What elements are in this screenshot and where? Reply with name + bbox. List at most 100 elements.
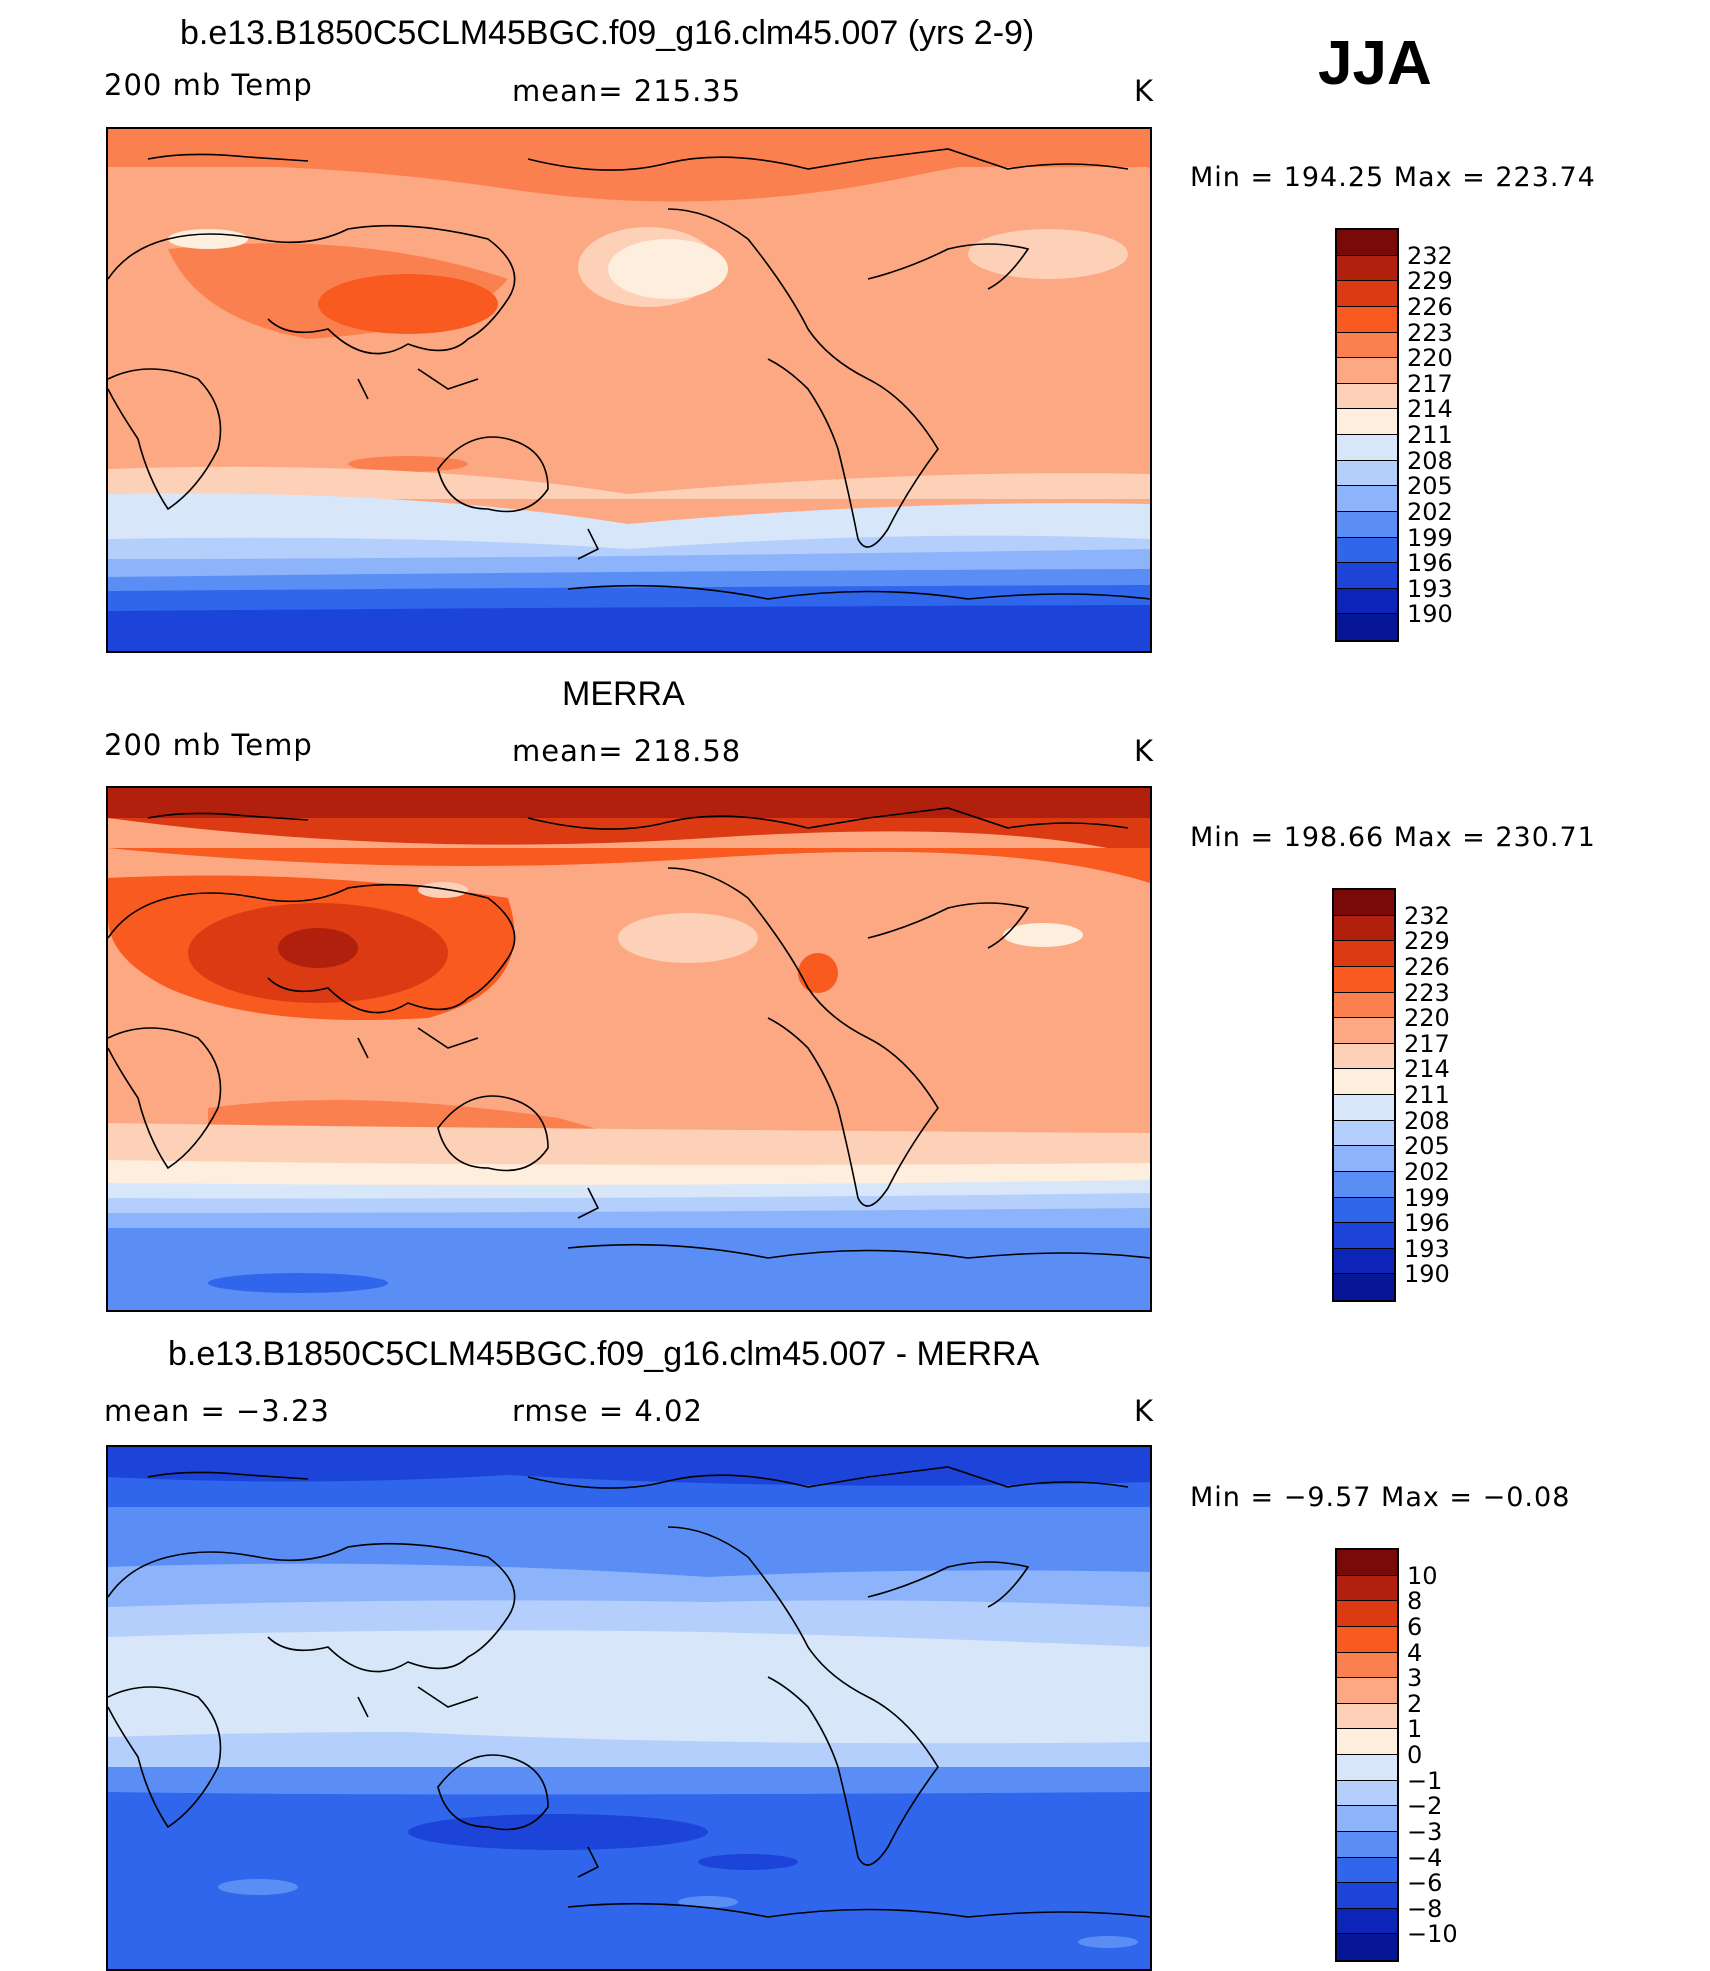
colorbar-cell — [1337, 1908, 1397, 1935]
colorbar-tick-label: 190 — [1404, 1260, 1450, 1289]
colorbar-cell — [1337, 1652, 1397, 1679]
colorbar-cell — [1334, 941, 1394, 967]
colorbar-cell — [1334, 1248, 1394, 1275]
colorbar-cell — [1334, 1146, 1394, 1172]
panel2-variable-label: 200 mb Temp — [104, 728, 313, 762]
colorbar-cell — [1337, 588, 1397, 615]
panel1-map — [106, 127, 1152, 653]
colorbar-tick-label: −2 — [1407, 1792, 1443, 1821]
season-label: JJA — [1318, 29, 1432, 98]
colorbar-tick-label: 223 — [1407, 318, 1453, 347]
panel1-unit-label: K — [1134, 74, 1155, 108]
colorbar-tick-label: 226 — [1404, 952, 1450, 981]
colorbar-tick-label: 202 — [1404, 1157, 1450, 1186]
colorbar-cell — [1337, 409, 1397, 435]
panel2-title: MERRA — [562, 675, 685, 713]
colorbar-tick-label: 226 — [1407, 292, 1453, 321]
panel3-title: b.e13.B1850C5CLM45BGC.f09_g16.clm45.007 … — [168, 1335, 1040, 1373]
colorbar-cell — [1337, 1601, 1397, 1627]
colorbar-cell — [1334, 1043, 1394, 1070]
colorbar-cell — [1337, 1831, 1397, 1858]
panel1-colorbar — [1335, 228, 1399, 642]
colorbar-cell — [1334, 1274, 1394, 1300]
colorbar-cell — [1337, 511, 1397, 538]
colorbar-cell — [1337, 614, 1397, 640]
colorbar-cell — [1337, 1806, 1397, 1832]
colorbar-tick-label: 220 — [1407, 344, 1453, 373]
colorbar-cell — [1334, 1223, 1394, 1249]
colorbar-tick-label: 6 — [1407, 1612, 1423, 1641]
colorbar-cell — [1337, 1883, 1397, 1909]
colorbar-tick-label: 193 — [1407, 574, 1453, 603]
colorbar-tick-label: 8 — [1407, 1587, 1423, 1616]
colorbar-tick-label: 214 — [1404, 1055, 1450, 1084]
colorbar-tick-label: 211 — [1407, 421, 1453, 449]
colorbar-tick-label: 2 — [1407, 1689, 1423, 1718]
colorbar-cell — [1337, 1857, 1397, 1884]
panel3-mean-label: mean = −3.23 — [104, 1394, 330, 1428]
colorbar-cell — [1337, 1755, 1397, 1781]
colorbar-cell — [1334, 890, 1394, 916]
colorbar-tick-label: 232 — [1404, 901, 1450, 930]
colorbar-tick-label: 208 — [1407, 446, 1453, 475]
colorbar-cell — [1334, 1171, 1394, 1198]
colorbar-tick-label: 217 — [1407, 369, 1453, 398]
colorbar-tick-label: 229 — [1407, 267, 1453, 296]
colorbar-tick-label: 229 — [1404, 927, 1450, 956]
panel3-rmse-label: rmse = 4.02 — [512, 1394, 703, 1428]
colorbar-tick-label: 205 — [1404, 1132, 1450, 1161]
colorbar-cell — [1337, 1678, 1397, 1704]
colorbar-tick-label: −6 — [1407, 1869, 1443, 1898]
colorbar-cell — [1337, 281, 1397, 307]
colorbar-tick-label: 220 — [1404, 1004, 1450, 1033]
colorbar-cell — [1337, 486, 1397, 512]
colorbar-cell — [1334, 1197, 1394, 1224]
colorbar-cell — [1334, 966, 1394, 993]
colorbar-cell — [1337, 460, 1397, 487]
panel3-colorbar — [1335, 1548, 1399, 1962]
colorbar-tick-label: 199 — [1407, 523, 1453, 552]
colorbar-tick-label: 217 — [1404, 1029, 1450, 1058]
colorbar-cell — [1334, 1120, 1394, 1147]
panel1-minmax: Min = 194.25 Max = 223.74 — [1190, 162, 1596, 193]
colorbar-cell — [1337, 563, 1397, 589]
colorbar-cell — [1334, 1095, 1394, 1121]
colorbar-cell — [1337, 383, 1397, 410]
colorbar-cell — [1334, 1018, 1394, 1044]
panel3-minmax: Min = −9.57 Max = −0.08 — [1190, 1482, 1571, 1513]
colorbar-tick-label: 4 — [1407, 1638, 1423, 1667]
colorbar-cell — [1337, 435, 1397, 461]
colorbar-tick-label: 190 — [1407, 600, 1453, 629]
colorbar-tick-label: 223 — [1404, 978, 1450, 1007]
panel1-coastlines — [108, 148, 1150, 600]
panel2-mean-label: mean= 218.58 — [512, 734, 742, 768]
colorbar-cell — [1337, 1575, 1397, 1602]
panel1-mean-label: mean= 215.35 — [512, 74, 742, 108]
colorbar-tick-label: 205 — [1407, 472, 1453, 501]
colorbar-tick-label: −3 — [1407, 1817, 1443, 1846]
colorbar-tick-label: 208 — [1404, 1106, 1450, 1135]
panel3-coastlines — [108, 1466, 1150, 1918]
colorbar-tick-label: 0 — [1407, 1741, 1423, 1769]
colorbar-tick-label: −10 — [1407, 1920, 1458, 1949]
panel2-contour-field — [108, 788, 1150, 1310]
panel3-unit-label: K — [1134, 1394, 1155, 1428]
colorbar-tick-label: 232 — [1407, 241, 1453, 270]
colorbar-cell — [1337, 306, 1397, 333]
colorbar-cell — [1337, 332, 1397, 359]
panel1-variable-label: 200 mb Temp — [104, 68, 313, 102]
colorbar-tick-label: 196 — [1407, 549, 1453, 578]
panel1-title: b.e13.B1850C5CLM45BGC.f09_g16.clm45.007 … — [180, 14, 1035, 52]
panel3-map — [106, 1445, 1152, 1971]
colorbar-cell — [1334, 1069, 1394, 1095]
colorbar-tick-label: 211 — [1404, 1081, 1450, 1109]
panel2-minmax: Min = 198.66 Max = 230.71 — [1190, 822, 1596, 853]
panel2-map — [106, 786, 1152, 1312]
colorbar-cell — [1337, 230, 1397, 256]
colorbar-cell — [1334, 915, 1394, 942]
colorbar-cell — [1337, 358, 1397, 384]
colorbar-tick-label: 10 — [1407, 1561, 1438, 1590]
colorbar-cell — [1337, 1729, 1397, 1755]
panel3-contour-field — [108, 1447, 1150, 1969]
colorbar-cell — [1337, 1934, 1397, 1960]
